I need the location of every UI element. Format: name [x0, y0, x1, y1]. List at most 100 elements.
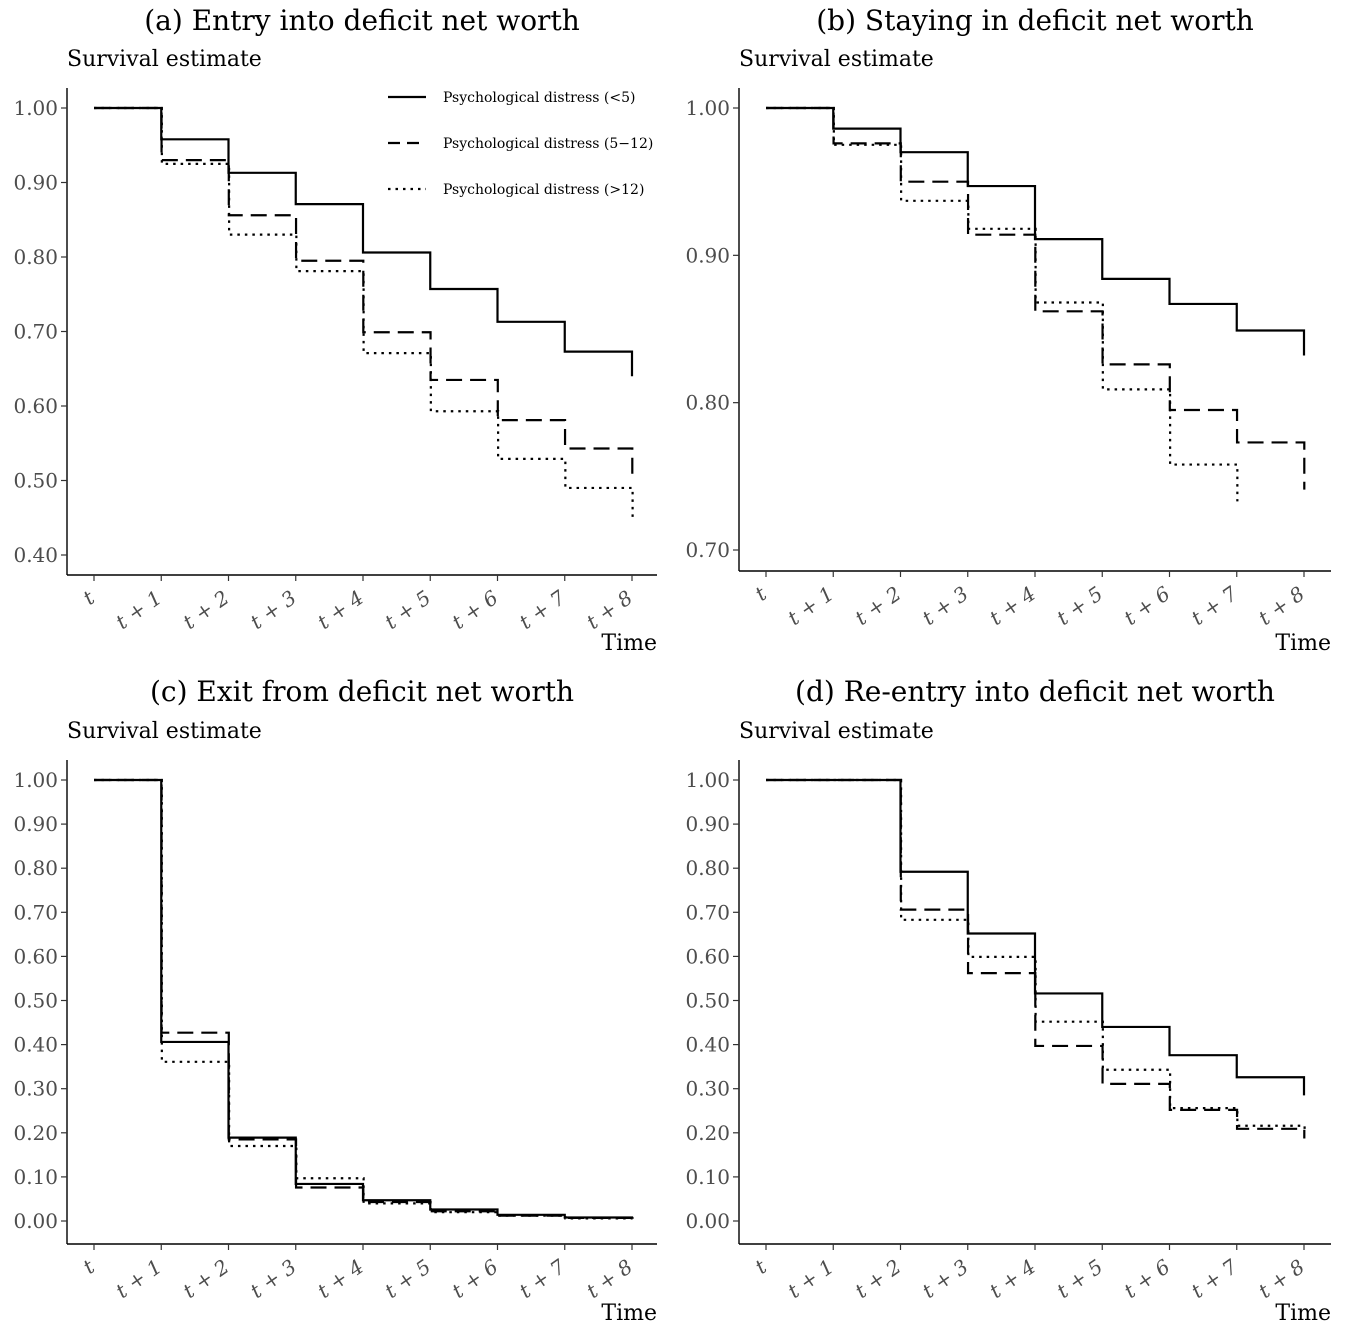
y-axis-label: Survival estimate [67, 47, 262, 72]
y-tick-label: 0.10 [685, 1165, 730, 1189]
x-tick-label: t + 2 [178, 1254, 233, 1302]
y-axis-label: Survival estimate [67, 719, 262, 744]
y-tick-label: 0.20 [13, 1121, 58, 1145]
x-tick-label: t + 7 [515, 1254, 570, 1303]
y-tick-label: 0.80 [685, 391, 730, 415]
x-tick-label: t + 1 [783, 581, 838, 629]
x-tick-label: t + 8 [582, 1254, 637, 1302]
y-tick-label: 1.00 [685, 768, 730, 792]
x-tick-label: t + 1 [111, 585, 166, 633]
y-tick-label: 0.70 [685, 538, 730, 562]
y-tick-label: 0.30 [685, 1077, 730, 1101]
x-tick-label: t + 6 [1119, 581, 1174, 630]
y-tick-label: 0.00 [13, 1209, 58, 1233]
series-line-solid [766, 778, 1306, 1096]
y-axis-label: Survival estimate [739, 47, 934, 72]
x-tick-label: t + 3 [918, 581, 973, 629]
y-tick-label: 0.70 [685, 900, 730, 924]
y-tick-label: 0.60 [13, 394, 58, 418]
x-axis-label: Time [601, 631, 657, 656]
y-tick-label: 1.00 [13, 768, 58, 792]
y-tick-label: 0.90 [13, 812, 58, 836]
series-line-dashed [766, 778, 1306, 1139]
y-tick-label: 0.70 [13, 900, 58, 924]
chart-panel-b: (b) Staying in deficit net worth Survival… [685, 4, 1331, 656]
series-line-dotted [766, 778, 1306, 1133]
y-tick-label: 0.50 [13, 469, 58, 493]
chart-title: (a) Entry into deficit net worth [144, 4, 579, 37]
x-tick-label: t + 4 [985, 1254, 1040, 1302]
y-tick-label: 1.00 [13, 96, 58, 120]
series-line-dashed [766, 106, 1306, 490]
y-tick-label: 0.70 [13, 320, 58, 344]
legend-entry: Psychological distress (5−12) [443, 136, 653, 152]
x-tick-label: t + 1 [111, 1254, 166, 1302]
x-axis-label: Time [601, 1301, 657, 1326]
x-tick-label: t [751, 1254, 772, 1279]
y-tick-label: 0.90 [13, 171, 58, 195]
x-tick-label: t + 1 [783, 1254, 838, 1302]
x-tick-label: t + 4 [985, 581, 1040, 629]
legend: Psychological distress (<5) Psychological… [388, 90, 653, 198]
x-tick-label: t + 2 [850, 581, 905, 629]
y-tick-label: 0.90 [685, 812, 730, 836]
x-axis-label: Time [1275, 631, 1331, 656]
chart-title: (c) Exit from deficit net worth [150, 675, 574, 708]
series-line-dashed [94, 106, 634, 477]
x-tick-label: t + 7 [515, 585, 570, 634]
x-tick-label: t + 8 [582, 585, 637, 633]
series-line-dotted [766, 106, 1239, 502]
x-tick-label: t + 6 [1119, 1254, 1174, 1303]
y-tick-label: 0.60 [685, 944, 730, 968]
x-tick-label: t + 5 [1052, 581, 1107, 629]
series-line-solid [94, 778, 634, 1219]
y-tick-label: 0.10 [13, 1165, 58, 1189]
x-tick-label: t + 2 [850, 1254, 905, 1302]
y-tick-label: 0.40 [13, 1033, 58, 1057]
x-tick-label: t + 8 [1254, 581, 1309, 629]
chart-panel-c: (c) Exit from deficit net worth Survival … [13, 675, 657, 1326]
x-tick-label: t + 3 [918, 1254, 973, 1302]
chart-title: (d) Re-entry into deficit net worth [795, 675, 1275, 708]
x-tick-label: t + 6 [447, 585, 502, 634]
x-tick-label: t + 7 [1187, 581, 1242, 630]
y-axis-label: Survival estimate [739, 719, 934, 744]
y-tick-label: 0.20 [685, 1121, 730, 1145]
x-tick-label: t + 4 [313, 585, 368, 633]
chart-panel-a: (a) Entry into deficit net worth Survival… [13, 4, 657, 656]
series-line-dotted [94, 106, 634, 522]
y-tick-label: 0.80 [685, 856, 730, 880]
series-line-solid [766, 106, 1306, 356]
x-tick-label: t + 3 [246, 585, 301, 633]
x-tick-label: t + 5 [380, 585, 435, 633]
x-axis-label: Time [1275, 1301, 1331, 1326]
x-tick-label: t + 8 [1254, 1254, 1309, 1302]
x-tick-label: t + 2 [178, 585, 233, 633]
series-line-dashed [94, 778, 634, 1220]
y-tick-label: 0.60 [13, 944, 58, 968]
x-tick-label: t [79, 585, 100, 610]
series-line-dotted [94, 778, 634, 1220]
x-tick-label: t + 4 [313, 1254, 368, 1302]
x-tick-label: t [79, 1254, 100, 1279]
x-tick-label: t + 5 [1052, 1254, 1107, 1302]
y-tick-label: 0.90 [685, 243, 730, 267]
y-tick-label: 1.00 [685, 96, 730, 120]
y-tick-label: 0.80 [13, 856, 58, 880]
x-tick-label: t + 5 [380, 1254, 435, 1302]
legend-entry: Psychological distress (<5) [443, 90, 636, 106]
y-tick-label: 0.80 [13, 245, 58, 269]
series-line-solid [94, 106, 634, 377]
y-tick-label: 0.50 [13, 989, 58, 1013]
x-tick-label: t [751, 581, 772, 606]
y-tick-label: 0.40 [685, 1033, 730, 1057]
x-tick-label: t + 7 [1187, 1254, 1242, 1303]
y-tick-label: 0.00 [685, 1209, 730, 1233]
x-tick-label: t + 6 [447, 1254, 502, 1303]
y-tick-label: 0.30 [13, 1077, 58, 1101]
y-tick-label: 0.50 [685, 989, 730, 1013]
chart-panel-d: (d) Re-entry into deficit net worth Survi… [685, 675, 1331, 1326]
legend-entry: Psychological distress (>12) [443, 182, 644, 198]
chart-title: (b) Staying in deficit net worth [816, 4, 1254, 37]
